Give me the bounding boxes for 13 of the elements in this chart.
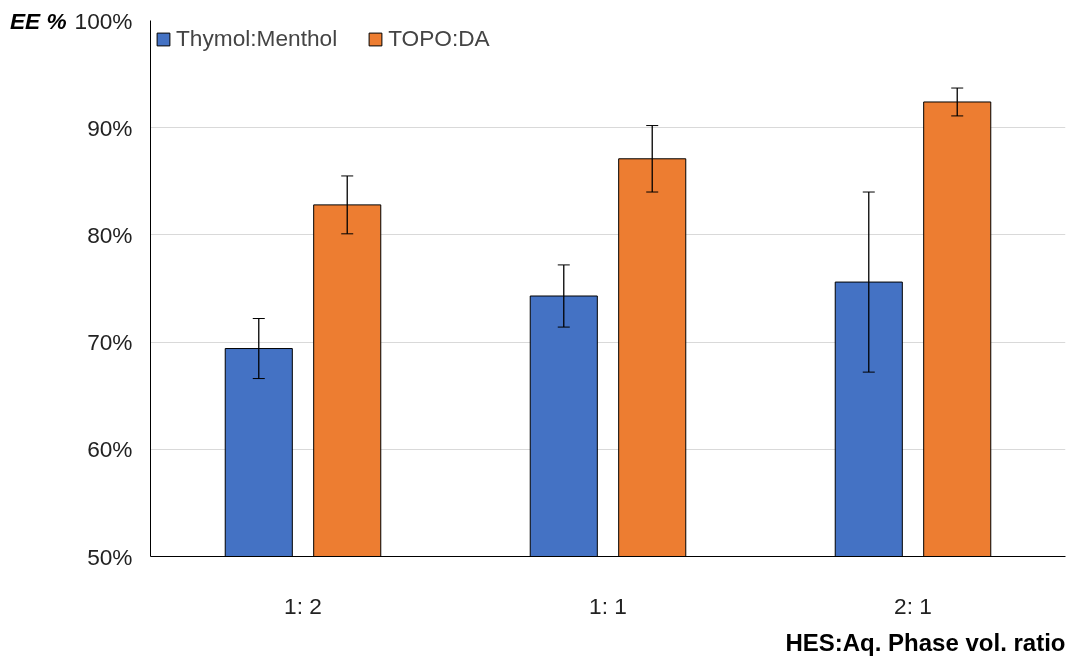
x-tick-label: 1: 2 <box>284 592 322 619</box>
legend-label: Thymol:Menthol <box>176 25 338 52</box>
x-tick-label: 2: 1 <box>894 592 932 619</box>
y-tick-label: 60% <box>87 436 133 463</box>
legend-label: TOPO:DA <box>388 25 490 52</box>
y-tick-label: 50% <box>87 543 133 570</box>
y-tick-label: 70% <box>87 329 133 356</box>
y-tick-label: 80% <box>87 221 133 248</box>
x-tick-label: 1: 1 <box>589 592 627 619</box>
y-axis-title: EE % <box>9 7 67 34</box>
x-axis-title: HES:Aq. Phase vol. ratio <box>785 628 1066 656</box>
y-tick-label: 90% <box>87 114 133 141</box>
y-tick-label: 100% <box>74 7 133 34</box>
